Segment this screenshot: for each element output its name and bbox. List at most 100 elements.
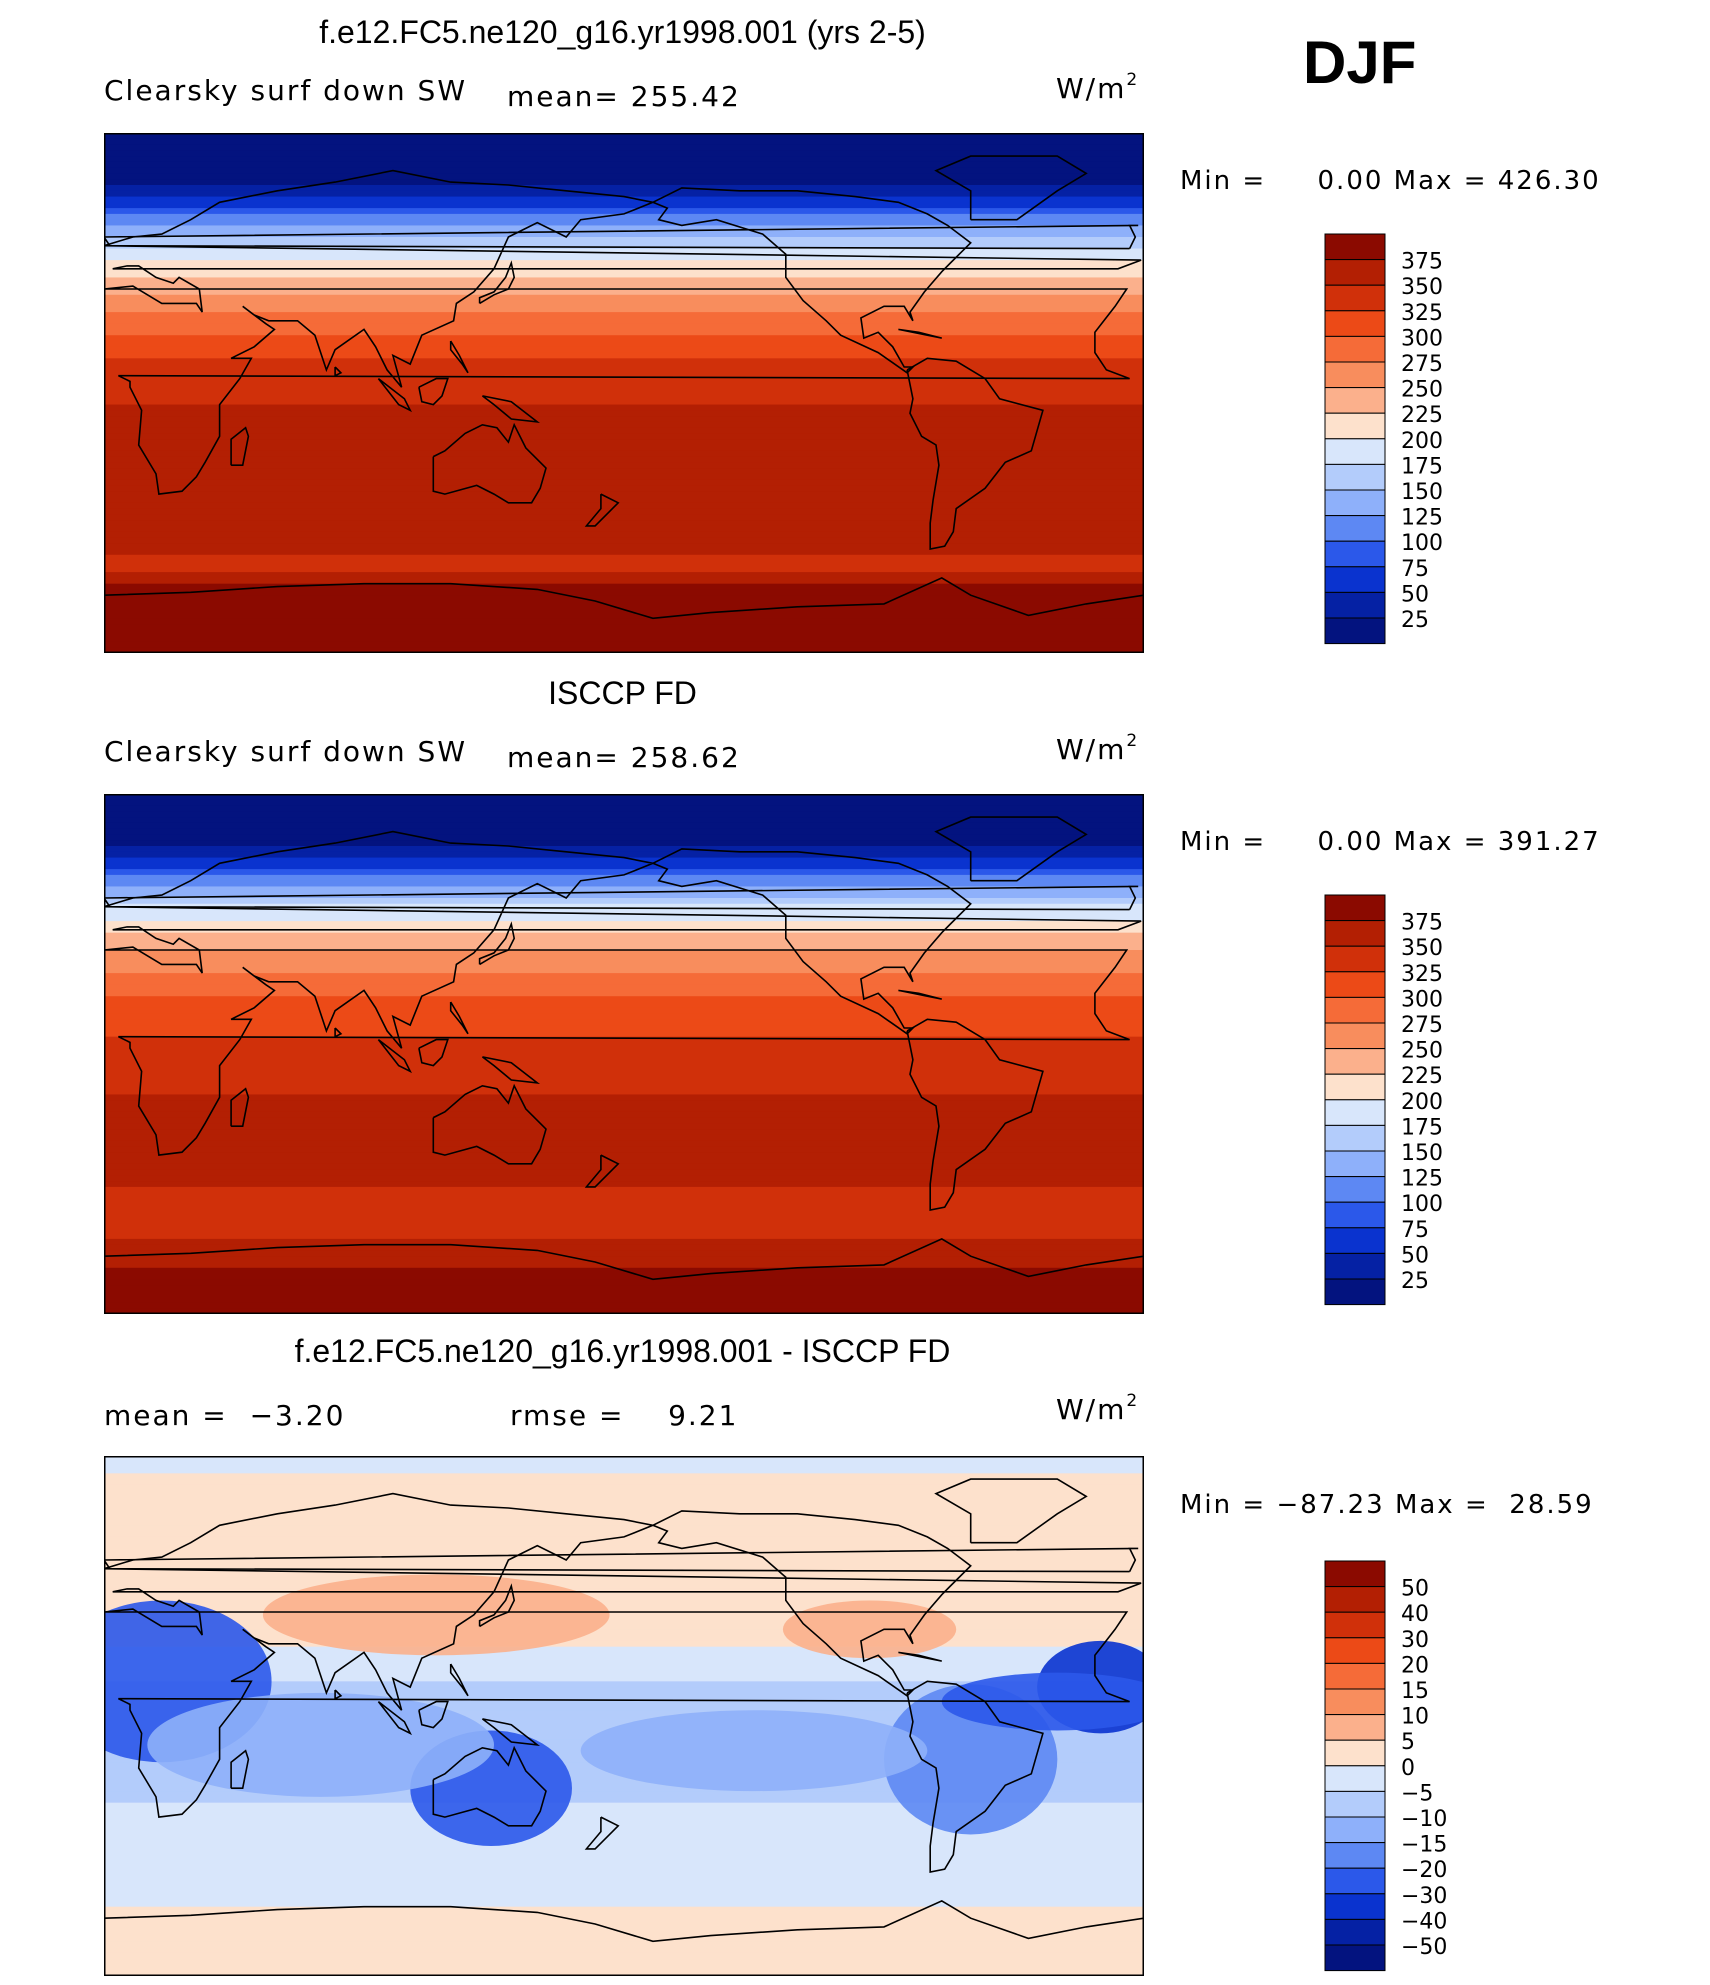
- colorbar-swatch: [1324, 1842, 1386, 1869]
- colorbar-tick-label: 50: [1401, 1577, 1429, 1602]
- map-band: [104, 1227, 1144, 1234]
- coastline: [334, 1689, 343, 1700]
- anomaly-region: [147, 1692, 494, 1797]
- coastline: [230, 1749, 250, 1790]
- map-band: [104, 1877, 1144, 1885]
- panel-model-map: [104, 133, 1144, 653]
- colorbar-swatch: [1324, 1662, 1386, 1690]
- colorbar-swatch: [1324, 1765, 1386, 1792]
- map-band: [104, 335, 1144, 342]
- map-band: [104, 1508, 1144, 1515]
- map-band: [104, 369, 1144, 377]
- map-band: [104, 439, 1144, 446]
- colorbar-swatch: [1324, 1278, 1386, 1306]
- map-band: [104, 138, 1144, 146]
- map-band: [104, 869, 1144, 876]
- map-band: [104, 1250, 1144, 1257]
- map-band: [104, 566, 1144, 573]
- map-band: [104, 1490, 1144, 1498]
- colorbar-swatch: [1324, 894, 1386, 922]
- map-band: [104, 1542, 1144, 1550]
- panel-obs-colorbar: 3753503253002752502252001751501251007550…: [1324, 894, 1443, 1306]
- map-band: [104, 1525, 1144, 1532]
- colorbar-tick-label: 75: [1401, 1218, 1429, 1243]
- map-band: [104, 1077, 1144, 1084]
- colorbar-tick-label: −40: [1401, 1909, 1447, 1934]
- panel-obs-mean-label: mean=: [507, 741, 620, 774]
- map-band: [104, 595, 1144, 602]
- map-band: [104, 898, 1144, 905]
- coastline: [652, 848, 972, 1035]
- map-band: [104, 1048, 1144, 1055]
- colorbar-tick-label: 150: [1401, 1141, 1443, 1166]
- map-band: [104, 1163, 1144, 1171]
- map-frame: [104, 133, 1144, 653]
- colorbar-swatch: [1324, 996, 1386, 1024]
- map-band: [104, 1496, 1144, 1503]
- panel-diff-mean-label: mean =: [104, 1399, 228, 1432]
- coastline: [334, 366, 343, 377]
- map-band: [104, 1924, 1144, 1931]
- coastline: [377, 1700, 412, 1736]
- map-band: [104, 1186, 1144, 1194]
- colorbar-tick-label: 200: [1401, 429, 1443, 454]
- map-band: [104, 851, 1144, 859]
- map-band: [104, 834, 1144, 841]
- map-band: [104, 1912, 1144, 1919]
- map-band: [104, 990, 1144, 997]
- map-band: [104, 811, 1144, 818]
- map-band: [104, 1866, 1144, 1873]
- map-band: [104, 1007, 1144, 1015]
- map-band: [104, 1560, 1144, 1567]
- map-frame: [104, 794, 1144, 1314]
- map-band: [104, 1664, 1144, 1671]
- map-band: [104, 846, 1144, 853]
- map-band: [104, 161, 1144, 169]
- map-band: [104, 1210, 1144, 1217]
- map-band: [104, 306, 1144, 313]
- panel-model-variable: Clearsky surf down SW: [104, 74, 468, 107]
- colorbar-tick-label: 350: [1401, 936, 1443, 961]
- map-band: [104, 1308, 1144, 1314]
- season-label: DJF: [1303, 29, 1417, 96]
- map-band: [104, 1854, 1144, 1862]
- colorbar-swatch: [1324, 233, 1386, 261]
- panel-diff-units: W/m2: [1056, 1391, 1140, 1426]
- map-band: [104, 1935, 1144, 1942]
- map-band: [104, 514, 1144, 521]
- colorbar-tick-label: 150: [1401, 480, 1443, 505]
- anomaly-region: [580, 1710, 928, 1792]
- map-band: [104, 1802, 1144, 1810]
- map-band: [104, 1895, 1144, 1902]
- map-band: [104, 323, 1144, 331]
- map-band: [104, 1583, 1144, 1590]
- map-band: [104, 1175, 1144, 1182]
- map-band: [104, 1198, 1144, 1205]
- map-band: [104, 225, 1144, 232]
- map-band: [104, 1872, 1144, 1879]
- map-band: [104, 416, 1144, 423]
- map-band: [104, 1900, 1144, 1908]
- colorbar-tick-label: 325: [1401, 301, 1443, 326]
- map-band: [104, 1238, 1144, 1246]
- map-band: [104, 1623, 1144, 1630]
- panel-obs-units: W/m2: [1056, 731, 1140, 766]
- map-band: [104, 1548, 1144, 1555]
- map-band: [104, 1256, 1144, 1263]
- map-band: [104, 967, 1144, 974]
- map-band: [104, 1519, 1144, 1526]
- map-band: [104, 1831, 1144, 1838]
- map-band: [104, 387, 1144, 394]
- colorbar-swatch: [1324, 412, 1386, 440]
- colorbar-tick-label: 250: [1401, 1039, 1443, 1064]
- coastline: [104, 1492, 1142, 1818]
- map-band: [104, 921, 1144, 928]
- map-band: [104, 1687, 1144, 1694]
- map-band: [104, 1106, 1144, 1113]
- map-band: [104, 1262, 1144, 1269]
- map-band: [104, 1473, 1144, 1480]
- colorbar-swatch: [1324, 438, 1386, 465]
- map-band: [104, 955, 1144, 963]
- map-band: [104, 242, 1144, 250]
